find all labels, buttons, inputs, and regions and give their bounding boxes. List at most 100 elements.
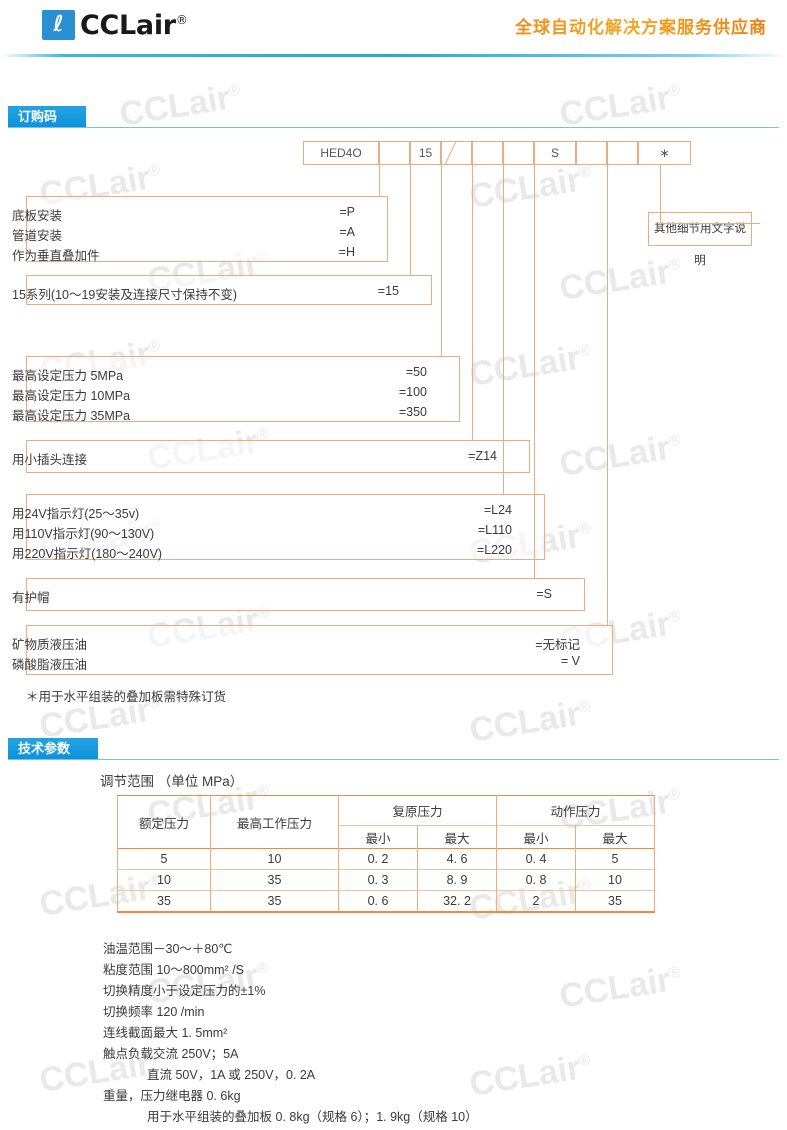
order-option-code: =无标记 bbox=[535, 638, 580, 652]
th-reset-pressure: 复原压力 bbox=[338, 795, 497, 826]
connector-line bbox=[660, 165, 661, 223]
th-reset-max: 最大 bbox=[417, 825, 497, 849]
table-cell: 35 bbox=[575, 890, 655, 913]
order-option-code: = V bbox=[560, 654, 580, 668]
order-option-label: 15系列(10～19安装及连接尺寸保持不变) bbox=[12, 288, 238, 302]
order-option-label: 矿物质液压油 bbox=[12, 638, 88, 652]
table-cell: 5 bbox=[117, 848, 211, 870]
table-cell: 0. 3 bbox=[338, 869, 418, 891]
tech-params-content: 调节范围 （单位 MPa） 额定压力 最高工作压力 复原压力 动作压力 最小 最… bbox=[0, 770, 787, 1130]
order-option-label: 最高设定压力 5MPa bbox=[12, 369, 124, 383]
order-option-block-fluid bbox=[26, 625, 613, 675]
slash-divider-icon bbox=[444, 142, 458, 164]
order-option-code: =100 bbox=[398, 385, 427, 399]
spec-line: 用于水平组装的叠加板 0. 8kg（规格 6）；1. 9kg（规格 10） bbox=[147, 1110, 478, 1124]
page-header: ℓ CCLair® 全球自动化解决方案服务供应商 bbox=[0, 0, 787, 62]
order-option-block-cap bbox=[26, 578, 585, 611]
th-reset-min: 最小 bbox=[338, 825, 418, 849]
table-cell: 10 bbox=[117, 869, 211, 891]
spec-line: 切换精度小于设定压力的±1% bbox=[103, 984, 266, 998]
order-code-box-0[interactable]: HED4O bbox=[303, 141, 379, 165]
logo-glyph-icon: ℓ bbox=[53, 12, 64, 37]
order-option-code: =A bbox=[339, 225, 355, 239]
order-code-box-8[interactable] bbox=[607, 141, 638, 165]
spec-line: 直流 50V，1A 或 250V，0. 2A bbox=[147, 1068, 316, 1082]
brand-logo-mark: ℓ bbox=[42, 10, 75, 40]
table-header-row-primary: 额定压力 最高工作压力 复原压力 动作压力 bbox=[117, 795, 655, 849]
note-box-other-details: 其他细节用文字说明 bbox=[648, 212, 752, 267]
table-cell: 0. 8 bbox=[496, 869, 576, 891]
header-tagline: 全球自动化解决方案服务供应商 bbox=[515, 13, 767, 38]
order-code-box-7[interactable] bbox=[576, 141, 607, 165]
order-option-code: =L220 bbox=[476, 543, 512, 557]
section-title-tech-params: 技术参数 bbox=[8, 738, 98, 759]
order-code-box-2[interactable]: 15 bbox=[410, 141, 441, 165]
table-cell: 32. 2 bbox=[417, 890, 497, 913]
order-option-label: 管道安装 bbox=[12, 229, 63, 243]
order-option-code: =S bbox=[536, 587, 552, 601]
order-option-block-series bbox=[26, 275, 432, 305]
order-code-box-5[interactable] bbox=[503, 141, 534, 165]
brand-name-text: CCLair bbox=[80, 10, 176, 41]
connector-line bbox=[410, 165, 411, 275]
order-option-label: 底板安装 bbox=[12, 209, 63, 223]
order-code-box-9[interactable]: ∗ bbox=[638, 141, 691, 165]
table-cell: 10 bbox=[575, 869, 655, 891]
order-option-label: 最高设定压力 35MPa bbox=[12, 409, 131, 423]
spec-line: 油温范围－30～＋80℃ bbox=[103, 942, 233, 956]
registered-mark-icon: ® bbox=[175, 13, 188, 27]
table-cell: 0. 6 bbox=[338, 890, 418, 913]
pressure-range-table: 额定压力 最高工作压力 复原压力 动作压力 最小 最大 最小 最大 5 10 0. … bbox=[117, 795, 655, 913]
order-option-block-indicator-lamp bbox=[26, 494, 545, 560]
spec-line: 连线截面最大 1. 5mm² bbox=[103, 1026, 228, 1040]
order-option-label: 用24V指示灯(25～35v) bbox=[12, 507, 140, 521]
spec-line: 重量，压力继电器 0. 6kg bbox=[103, 1089, 241, 1103]
section-divider-tech-params bbox=[8, 759, 779, 760]
order-option-label: 用小插头连接 bbox=[12, 453, 88, 467]
th-action-min: 最小 bbox=[496, 825, 576, 849]
order-code-box-1[interactable] bbox=[379, 141, 410, 165]
table-body: 5 10 0. 2 4. 6 0. 4 5 10 35 0. 3 8. 9 0. 8 10 35 35 0.… bbox=[117, 848, 655, 913]
order-option-code: =H bbox=[338, 245, 355, 259]
table-head: 额定压力 最高工作压力 复原压力 动作压力 最小 最大 最小 最大 bbox=[117, 795, 655, 849]
order-option-code: =Z14 bbox=[468, 449, 497, 463]
connector-line bbox=[472, 165, 473, 440]
table-cell: 35 bbox=[210, 890, 339, 913]
table-cell: 0. 4 bbox=[496, 848, 576, 870]
order-option-block-max-set-pressure bbox=[26, 356, 460, 422]
order-option-code: =L24 bbox=[483, 503, 512, 517]
order-option-block-mounting bbox=[26, 196, 388, 262]
section-divider-order-code bbox=[8, 127, 779, 128]
order-code-box-4[interactable] bbox=[472, 141, 503, 165]
order-option-label: 磷酸脂液压油 bbox=[12, 658, 88, 672]
order-option-code: =L110 bbox=[477, 523, 512, 537]
adjust-range-title: 调节范围 （单位 MPa） bbox=[100, 774, 244, 789]
connector-line bbox=[379, 165, 380, 196]
order-option-code: =50 bbox=[405, 365, 427, 379]
header-divider bbox=[0, 54, 787, 57]
order-code-diagram: HED4O 15 S ∗ 底板安装 =P 管道安装 =A 作为垂直叠加件 =H 15系列(10～19… bbox=[0, 130, 787, 710]
table-cell: 10 bbox=[210, 848, 339, 870]
order-code-footnote: ＊用于水平组装的叠加板需特殊订货 bbox=[26, 690, 227, 704]
th-action-pressure: 动作压力 bbox=[496, 795, 655, 826]
th-action-max: 最大 bbox=[575, 825, 655, 849]
order-code-box-6[interactable]: S bbox=[534, 141, 576, 165]
connector-line bbox=[607, 165, 608, 625]
connector-line bbox=[441, 165, 442, 356]
order-option-code: =350 bbox=[398, 405, 427, 419]
table-cell: 8. 9 bbox=[417, 869, 497, 891]
connector-line bbox=[534, 165, 535, 578]
order-option-label: 有护帽 bbox=[12, 591, 50, 605]
spec-line: 触点负载交流 250V；5A bbox=[103, 1047, 239, 1061]
order-option-label: 用220V指示灯(180～240V) bbox=[12, 547, 163, 561]
table-cell: 5 bbox=[575, 848, 655, 870]
spec-line: 粘度范围 10～800mm² /S bbox=[103, 963, 245, 977]
connector-line bbox=[503, 165, 504, 494]
section-title-order-code: 订购码 bbox=[8, 106, 86, 127]
th-rated-pressure: 额定压力 bbox=[117, 795, 211, 849]
order-option-label: 作为垂直叠加件 bbox=[12, 249, 100, 263]
table-cell: 35 bbox=[210, 869, 339, 891]
table-cell: 0. 2 bbox=[338, 848, 418, 870]
table-row: 35 35 0. 6 32. 2 2 35 bbox=[117, 890, 655, 913]
